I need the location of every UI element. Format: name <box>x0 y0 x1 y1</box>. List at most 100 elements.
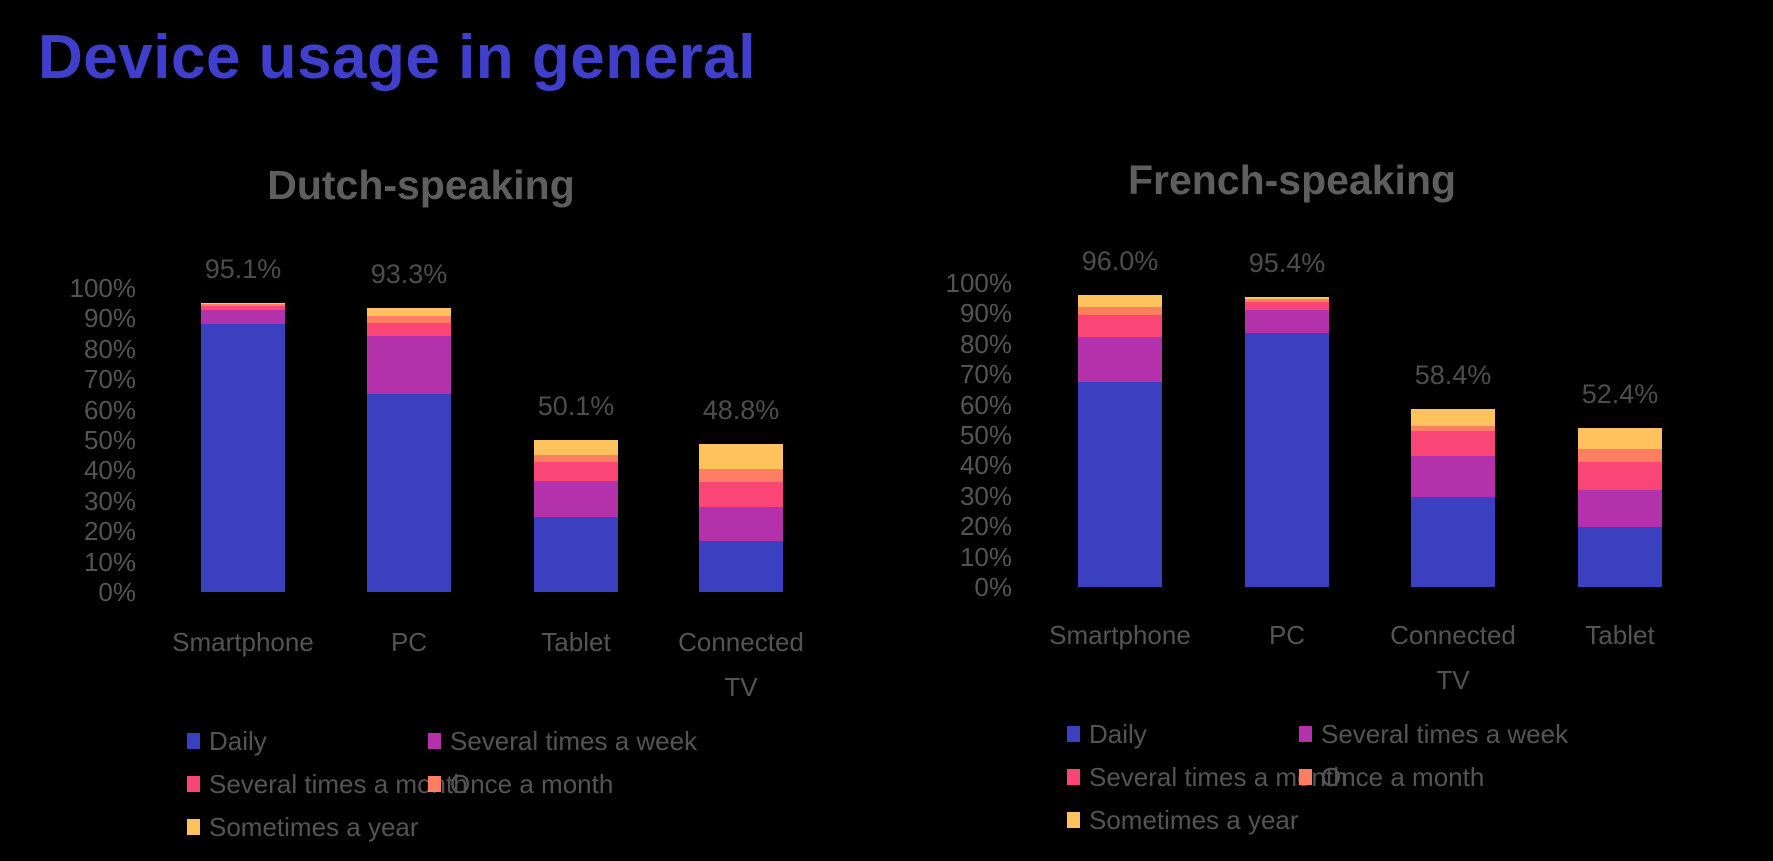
bar-pc-segment-sometimes-a-year <box>367 308 451 317</box>
legend-swatch-daily <box>1067 726 1080 742</box>
bar-tablet-segment-once-a-month <box>534 454 618 463</box>
bar-connected-tv-segment-once-a-month <box>1411 426 1495 431</box>
bar-pc-segment-once-a-month <box>367 316 451 324</box>
bar-pc-segment-daily <box>1245 333 1329 587</box>
page-title: Device usage in general <box>38 23 756 92</box>
legend-swatch-several-times-a-week <box>428 733 441 749</box>
legend-item-french-speaking-daily: Daily <box>1067 719 1147 749</box>
bar-smartphone-segment-several-times-a-month <box>201 305 285 310</box>
y-tick-dutch-speaking-60: 60% <box>83 394 136 425</box>
legend-label-once-a-month: Once a month <box>1321 762 1485 792</box>
legend-label-once-a-month: Once a month <box>450 769 614 799</box>
y-tick-french-speaking-70: 70% <box>959 359 1012 390</box>
total-label-dutch-speaking-pc: 93.3% <box>370 259 448 290</box>
category-label-dutch-speaking-smartphone: Smartphone <box>172 627 314 657</box>
bar-smartphone-segment-once-a-month <box>201 304 285 306</box>
bar-tablet-segment-daily <box>1578 527 1662 587</box>
total-label-dutch-speaking-smartphone: 95.1% <box>204 253 282 284</box>
bar-connected-tv-segment-sometimes-a-year <box>1411 409 1495 427</box>
legend-swatch-several-times-a-week <box>1299 726 1312 742</box>
y-tick-dutch-speaking-50: 50% <box>83 425 136 455</box>
legend-item-dutch-speaking-sometimes-a-year: Sometimes a year <box>187 812 419 842</box>
legend-label-several-times-a-week: Several times a week <box>450 726 698 756</box>
bar-connected-tv-segment-daily <box>699 540 783 592</box>
bar-tablet-segment-several-times-a-week <box>534 480 618 518</box>
legend-label-sometimes-a-year: Sometimes a year <box>1089 805 1299 835</box>
bar-smartphone-segment-several-times-a-week <box>201 309 285 324</box>
y-tick-dutch-speaking-100: 100% <box>69 273 137 303</box>
bar-smartphone-segment-once-a-month <box>1078 306 1162 315</box>
total-label-french-speaking-pc: 95.4% <box>1248 247 1326 278</box>
bar-connected-tv-segment-once-a-month <box>699 468 783 482</box>
bar-pc-segment-several-times-a-month <box>367 323 451 337</box>
bar-smartphone-segment-daily <box>201 323 285 592</box>
y-tick-french-speaking-90: 90% <box>959 298 1012 329</box>
total-label-dutch-speaking-connected-tv: 48.8% <box>702 394 780 425</box>
legend-item-dutch-speaking-several-times-a-month: Several times a month <box>187 771 468 797</box>
legend-swatch-once-a-month <box>1299 769 1312 785</box>
bar-smartphone-segment-daily <box>1078 381 1162 587</box>
bar-tablet-segment-once-a-month <box>1578 448 1662 463</box>
y-tick-dutch-speaking-40: 40% <box>83 455 136 486</box>
bar-pc-segment-once-a-month <box>1245 299 1329 303</box>
y-tick-dutch-speaking-10: 10% <box>83 546 136 577</box>
bar-connected-tv-segment-daily <box>1411 497 1495 587</box>
total-label-french-speaking-smartphone: 96.0% <box>1081 246 1159 277</box>
legend-label-daily: Daily <box>1089 719 1147 749</box>
y-tick-french-speaking-10: 10% <box>959 541 1012 572</box>
legend-swatch-several-times-a-month <box>1067 769 1080 785</box>
category-label-french-speaking-tablet: Tablet <box>1585 620 1655 650</box>
total-label-french-speaking-connected-tv: 58.4% <box>1414 360 1492 391</box>
bar-tablet-segment-several-times-a-month <box>1578 462 1662 491</box>
y-tick-dutch-speaking-90: 90% <box>83 303 136 334</box>
legend-swatch-once-a-month <box>428 776 441 792</box>
bar-smartphone-segment-several-times-a-week <box>1078 336 1162 382</box>
legend-item-french-speaking-several-times-a-month: Several times a month <box>1067 764 1348 790</box>
y-tick-french-speaking-20: 20% <box>959 511 1012 542</box>
bar-tablet-segment-several-times-a-month <box>534 462 618 481</box>
bar-tablet-segment-several-times-a-week <box>1578 490 1662 528</box>
bar-pc-segment-several-times-a-week <box>367 336 451 395</box>
legend-swatch-several-times-a-month <box>187 776 200 792</box>
bar-pc-segment-sometimes-a-year <box>1245 296 1329 300</box>
legend-item-french-speaking-sometimes-a-year: Sometimes a year <box>1067 805 1299 835</box>
bar-connected-tv-segment-several-times-a-week <box>1411 455 1495 498</box>
chart-title-dutch-speaking: Dutch-speaking <box>267 162 575 208</box>
y-tick-dutch-speaking-30: 30% <box>83 485 136 516</box>
y-tick-french-speaking-100: 100% <box>945 268 1013 298</box>
legend-swatch-sometimes-a-year <box>187 819 200 835</box>
category-label-french-speaking-connected-tv: Connected TV <box>1390 620 1516 695</box>
legend-label-sometimes-a-year: Sometimes a year <box>209 812 419 842</box>
legend-swatch-sometimes-a-year <box>1067 812 1080 828</box>
y-tick-french-speaking-30: 30% <box>959 480 1012 511</box>
y-tick-dutch-speaking-0: 0% <box>98 577 136 607</box>
bar-connected-tv-segment-sometimes-a-year <box>699 443 783 469</box>
legend-item-dutch-speaking-daily: Daily <box>187 728 267 754</box>
legend-swatch-daily <box>187 733 200 749</box>
chart-title-french-speaking: French-speaking <box>1127 157 1457 203</box>
legend-label-several-times-a-week: Several times a week <box>1321 719 1569 749</box>
bar-connected-tv-segment-several-times-a-month <box>699 481 783 507</box>
category-label-french-speaking-smartphone: Smartphone <box>1049 620 1191 650</box>
y-tick-dutch-speaking-70: 70% <box>83 364 136 395</box>
category-label-french-speaking-pc: PC <box>1268 620 1306 650</box>
bar-connected-tv-segment-several-times-a-week <box>699 506 783 541</box>
bar-pc-segment-several-times-a-month <box>1245 302 1329 311</box>
category-label-dutch-speaking-pc: PC <box>390 627 428 657</box>
legend-item-dutch-speaking-once-a-month: Once a month <box>428 769 614 799</box>
bar-smartphone-segment-sometimes-a-year <box>201 302 285 305</box>
bar-tablet-segment-sometimes-a-year <box>1578 427 1662 449</box>
category-label-dutch-speaking-connected-tv: Connected TV <box>678 627 804 702</box>
category-label-dutch-speaking-tablet: Tablet <box>541 627 611 657</box>
bar-tablet-segment-sometimes-a-year <box>534 439 618 455</box>
y-tick-dutch-speaking-80: 80% <box>83 333 136 364</box>
legend-item-dutch-speaking-several-times-a-week: Several times a week <box>428 726 698 756</box>
y-tick-french-speaking-0: 0% <box>974 572 1012 602</box>
bar-pc-segment-daily <box>367 394 451 592</box>
bar-smartphone-segment-several-times-a-month <box>1078 314 1162 337</box>
y-tick-french-speaking-80: 80% <box>959 328 1012 359</box>
bar-smartphone-segment-sometimes-a-year <box>1078 295 1162 307</box>
total-label-dutch-speaking-tablet: 50.1% <box>537 390 615 421</box>
